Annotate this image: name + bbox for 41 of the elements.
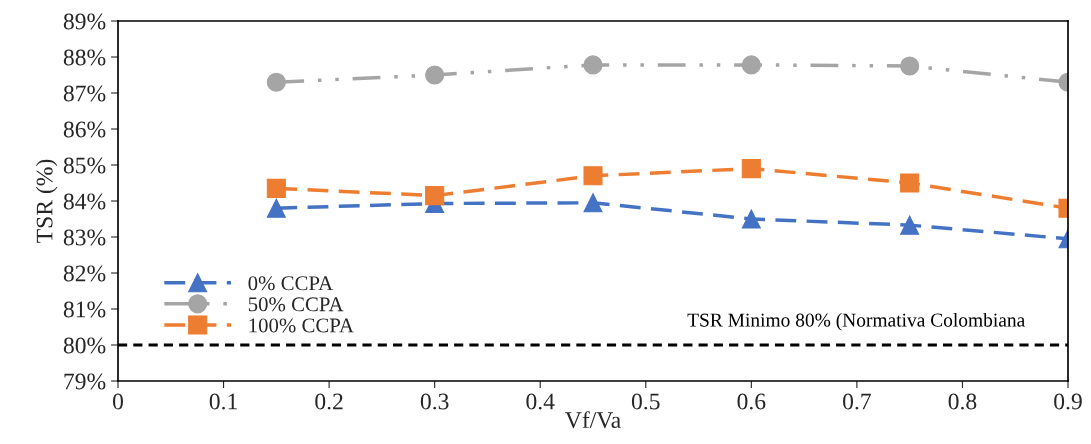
point (741, 209, 761, 229)
point (266, 178, 286, 198)
ref-line-label: TSR Minimo 80% (Normativa Colombiana (687, 312, 1025, 331)
y-tick-label: 84% (63, 193, 106, 210)
legend-label: 100% CCPA (249, 318, 354, 333)
y-tick-label: 89% (63, 13, 106, 30)
point (900, 56, 920, 76)
y-tick-label: 88% (63, 49, 106, 66)
y-tick-label: 81% (63, 301, 106, 318)
point (741, 159, 761, 179)
x-tick-label: 0 (113, 393, 123, 410)
x-tick-label: 0.1 (209, 393, 237, 410)
y-tick-label: 83% (63, 229, 106, 246)
y-tick-label: 80% (63, 337, 106, 354)
x-tick-label: 0.9 (1054, 393, 1082, 410)
point (425, 65, 445, 85)
point (741, 55, 761, 75)
y-tick-label: 79% (64, 373, 106, 390)
point (266, 72, 286, 92)
x-tick-label: 0.2 (315, 393, 343, 410)
point (583, 55, 603, 75)
x-tick-label: 0.5 (631, 393, 660, 410)
y-axis-title: TSR (%) (35, 159, 58, 243)
point (583, 193, 603, 213)
legend-label: 50% CCPA (248, 297, 344, 312)
x-tick-label: 0.7 (843, 393, 871, 410)
point (900, 173, 920, 193)
y-tick-label: 82% (63, 265, 106, 282)
y-tick-label: 87% (63, 85, 106, 102)
point (266, 198, 286, 218)
point (900, 215, 920, 235)
x-tick-label: 0.3 (420, 393, 449, 410)
legend-label: 0% CCPA (248, 276, 334, 291)
x-axis-title: Vf/Va (565, 411, 621, 429)
x-tick-label: 0.8 (948, 393, 977, 410)
y-tick-label: 85% (63, 157, 106, 174)
point (583, 166, 603, 186)
point (425, 186, 445, 206)
x-tick-label: 0.4 (526, 393, 555, 410)
x-tick-label: 0.6 (737, 393, 766, 410)
y-tick-label: 86% (63, 121, 106, 138)
